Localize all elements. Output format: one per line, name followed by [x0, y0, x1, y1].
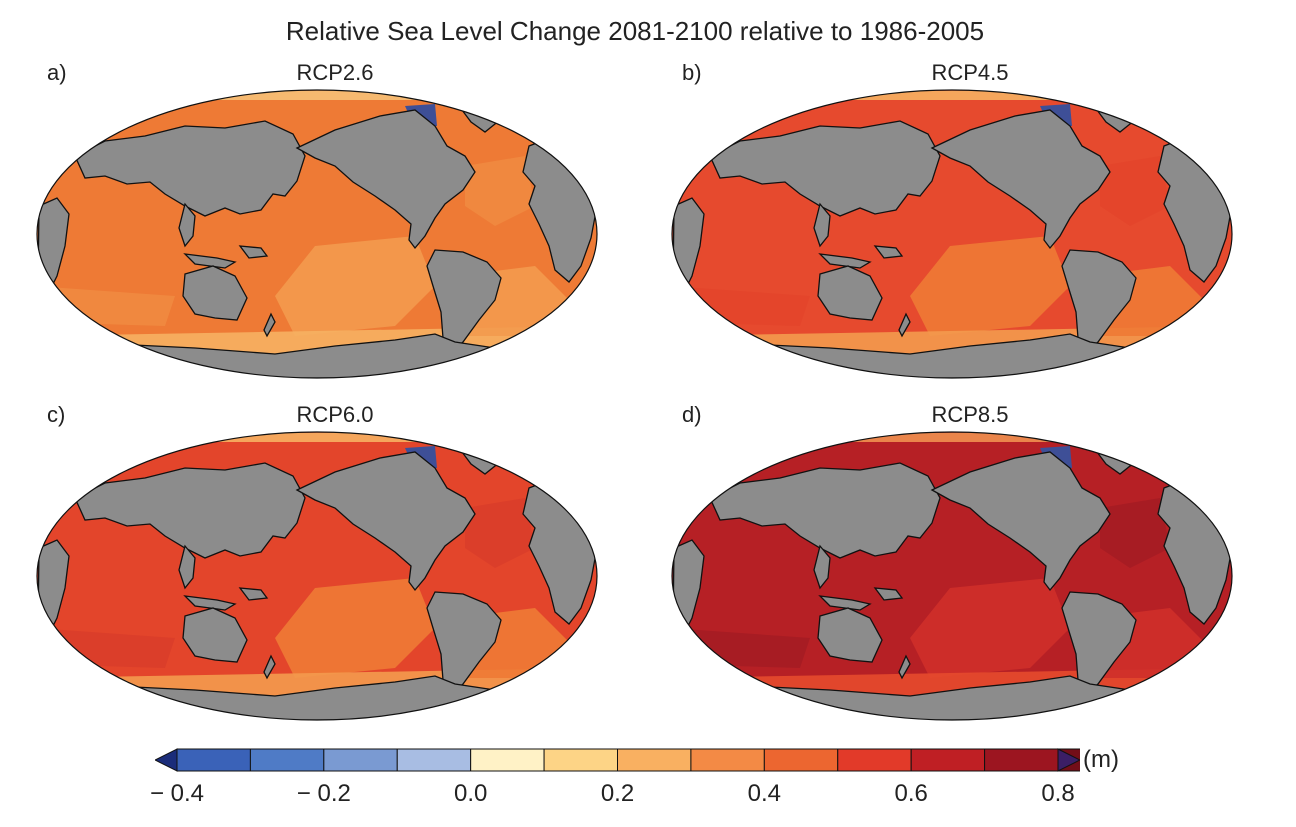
ocean-anomaly-region	[1100, 498, 1170, 568]
colorbar	[155, 748, 1080, 772]
panel-letter: a)	[47, 60, 67, 85]
colorbar-bin	[323, 748, 398, 772]
colorbar-bin	[690, 748, 765, 772]
colorbar-tick-label: − 0.4	[149, 780, 205, 807]
world-map	[36, 89, 598, 379]
colorbar-over-arrow	[1057, 748, 1080, 772]
landmass	[426, 591, 502, 698]
ocean-anomaly-region	[275, 578, 435, 678]
figure-title: Relative Sea Level Change 2081-2100 rela…	[285, 16, 985, 46]
landmass	[295, 451, 476, 592]
landmass	[818, 253, 872, 269]
landmass	[426, 249, 502, 356]
landmass	[817, 265, 883, 321]
map-outline	[671, 431, 1233, 721]
landmass	[263, 312, 276, 338]
colorbar-bin	[249, 748, 325, 772]
colorbar-tick-label: − 0.2	[296, 780, 351, 807]
landmass	[930, 109, 1111, 250]
landmass	[74, 120, 306, 217]
landmass	[709, 120, 941, 217]
panel-letter: b)	[682, 60, 702, 85]
panel-title: RCP2.6	[296, 60, 374, 85]
landmass	[873, 587, 904, 601]
landmass	[238, 245, 269, 259]
panel-title: RCP4.5	[931, 60, 1009, 85]
colorbar-tick-label: 0.2	[600, 780, 635, 807]
landmass	[182, 607, 248, 663]
colorbar-tick-label: 0.8	[1041, 780, 1075, 807]
landmass	[709, 462, 941, 559]
landmass	[178, 544, 196, 590]
panel-title: RCP6.0	[296, 402, 374, 427]
panel-title: RCP8.5	[931, 402, 1009, 427]
map-outline	[671, 89, 1233, 379]
ocean-anomaly-region	[910, 578, 1070, 678]
map-panel-rcp45: b) RCP4.5	[670, 60, 1270, 390]
landmass	[813, 202, 831, 248]
ocean-anomaly-region	[465, 156, 535, 226]
colorbar-bin	[617, 748, 692, 772]
map-panel-rcp85: d) RCP8.5	[670, 402, 1270, 732]
colorbar-bin	[543, 748, 619, 772]
colorbar-tick-label: 0.0	[453, 780, 488, 807]
landmass	[818, 595, 872, 611]
landmass	[898, 312, 911, 338]
world-map	[671, 431, 1233, 721]
landmass	[178, 202, 196, 248]
negative-change-region	[145, 92, 175, 98]
landmass	[817, 607, 883, 663]
landmass	[898, 654, 911, 680]
landmass	[295, 109, 476, 250]
ocean-anomaly-region	[275, 236, 435, 336]
ocean-anomaly-region	[910, 236, 1070, 336]
colorbar-tick-label: 0.6	[894, 780, 928, 807]
world-map	[36, 431, 598, 721]
map-panel-rcp26: a) RCP2.6	[35, 60, 635, 390]
map-panel-rcp60: c) RCP6.0	[35, 402, 635, 732]
negative-change-region	[780, 92, 810, 98]
landmass	[238, 587, 269, 601]
negative-change-region	[780, 434, 810, 440]
map-outline	[36, 431, 598, 721]
colorbar-bin	[910, 748, 986, 772]
landmass	[873, 245, 904, 259]
world-map	[671, 89, 1233, 379]
landmass	[1061, 591, 1137, 698]
landmass	[1061, 249, 1137, 356]
panel-letter: d)	[682, 402, 702, 427]
colorbar-unit: (m)	[1083, 746, 1119, 773]
colorbar-tick-label: 0.4	[747, 780, 782, 807]
landmass	[183, 253, 237, 269]
colorbar-bin	[176, 748, 251, 772]
negative-change-region	[145, 434, 175, 440]
map-outline	[36, 89, 598, 379]
landmass	[74, 462, 306, 559]
colorbar-bin	[396, 748, 472, 772]
colorbar-bin	[837, 748, 912, 772]
landmass	[263, 654, 276, 680]
colorbar-under-arrow	[155, 748, 178, 772]
panel-letter: c)	[47, 402, 66, 427]
colorbar-bin	[470, 748, 545, 772]
colorbar-bin	[984, 748, 1059, 772]
landmass	[813, 544, 831, 590]
landmass	[930, 451, 1111, 592]
ocean-anomaly-region	[1100, 156, 1170, 226]
ocean-anomaly-region	[465, 498, 535, 568]
landmass	[183, 595, 237, 611]
landmass	[182, 265, 248, 321]
colorbar-bin	[763, 748, 839, 772]
